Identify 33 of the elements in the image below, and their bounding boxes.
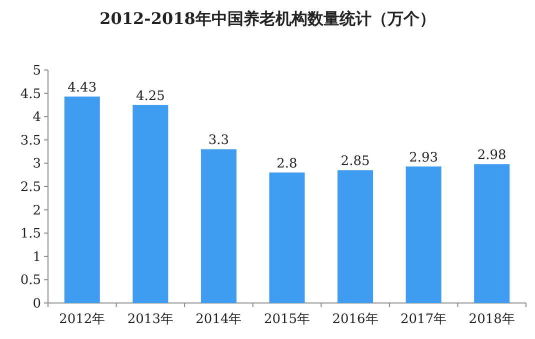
bar <box>406 166 442 303</box>
y-tick-label: 3.5 <box>20 133 41 148</box>
bar <box>132 104 168 303</box>
data-label: 2.85 <box>340 154 370 170</box>
y-tick-label: 2.5 <box>20 180 41 195</box>
x-tick-label: 2014年 <box>196 312 242 327</box>
x-tick-label: 2016年 <box>332 312 378 327</box>
x-tick-label: 2017年 <box>400 312 447 327</box>
y-tick-label: 2 <box>32 203 41 218</box>
x-tick-label: 2013年 <box>127 312 174 327</box>
x-tick-label: 2018年 <box>468 312 515 327</box>
data-label: 4.25 <box>136 88 165 104</box>
bar <box>269 172 305 303</box>
data-label: 4.43 <box>68 80 97 96</box>
y-tick-label: 4 <box>32 110 41 126</box>
y-tick-label: 5 <box>32 64 41 78</box>
data-label: 2.93 <box>409 150 438 166</box>
x-tick-label: 2015年 <box>264 312 310 327</box>
data-label: 2.8 <box>276 156 298 172</box>
data-label: 3.3 <box>208 133 230 148</box>
bar <box>200 149 236 303</box>
bar <box>64 96 100 303</box>
bar <box>338 170 374 303</box>
y-tick-label: 4.5 <box>20 86 41 102</box>
y-tick-label: 0 <box>32 296 41 312</box>
x-tick-label: 2012年 <box>59 312 106 327</box>
data-label: 2.98 <box>477 148 506 164</box>
bar <box>474 164 510 303</box>
y-tick-label: 1.5 <box>20 226 41 242</box>
chart-title: 2012-2018年中国养老机构数量统计（万个） <box>100 9 436 28</box>
y-tick-label: 0.5 <box>20 273 41 288</box>
y-tick-label: 3 <box>32 156 41 172</box>
y-tick-label: 1 <box>32 250 41 265</box>
